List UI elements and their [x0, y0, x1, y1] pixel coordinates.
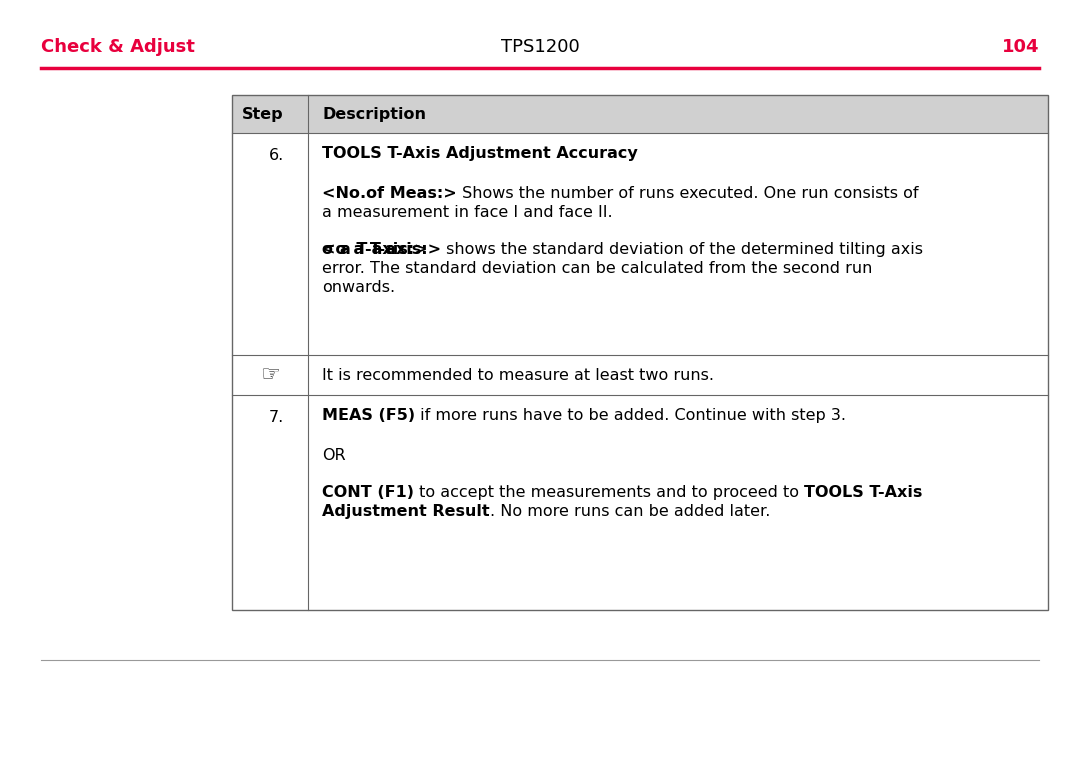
Text: It is recommended to measure at least two runs.: It is recommended to measure at least tw…	[322, 368, 714, 382]
Text: TPS1200: TPS1200	[501, 38, 579, 56]
Bar	[308, 355, 1048, 395]
Bar	[308, 95, 1048, 133]
Text: CONT (F1): CONT (F1)	[322, 485, 414, 500]
Text: Description: Description	[322, 106, 426, 122]
Text: <σ a T-axis:>: <σ a T-axis:>	[322, 242, 441, 257]
Text: 6.: 6.	[269, 148, 284, 163]
Bar	[232, 95, 308, 133]
Text: a measurement in face I and face II.: a measurement in face I and face II.	[322, 205, 612, 220]
Bar	[308, 395, 1048, 610]
Text: OR: OR	[322, 448, 346, 463]
Text: Check & Adjust: Check & Adjust	[41, 38, 194, 56]
Text: to accept the measurements and to proceed to: to accept the measurements and to procee…	[414, 485, 805, 500]
Text: error. The standard deviation can be calculated from the second run: error. The standard deviation can be cal…	[322, 261, 873, 276]
Text: ☞: ☞	[260, 365, 280, 385]
Text: shows the standard deviation of the determined tilting axis: shows the standard deviation of the dete…	[441, 242, 923, 257]
Text: σ a T-axis:>: σ a T-axis:>	[322, 242, 428, 257]
Text: Adjustment Result: Adjustment Result	[322, 504, 489, 519]
Bar	[232, 133, 308, 355]
Text: 104: 104	[1001, 38, 1039, 56]
Text: <No.of Meas:>: <No.of Meas:>	[322, 186, 457, 201]
Bar	[308, 133, 1048, 355]
Text: MEAS (F5): MEAS (F5)	[322, 408, 415, 423]
Bar	[232, 355, 308, 395]
Text: Shows the number of runs executed. One run consists of: Shows the number of runs executed. One r…	[457, 186, 918, 201]
Text: Step: Step	[242, 106, 284, 122]
Text: if more runs have to be added. Continue with step 3.: if more runs have to be added. Continue …	[415, 408, 846, 423]
Text: TOOLS T-Axis Adjustment Accuracy: TOOLS T-Axis Adjustment Accuracy	[322, 146, 638, 161]
Text: TOOLS T-Axis: TOOLS T-Axis	[805, 485, 922, 500]
Text: onwards.: onwards.	[322, 280, 395, 295]
Text: . No more runs can be added later.: . No more runs can be added later.	[489, 504, 770, 519]
Bar	[232, 95, 1048, 610]
Bar	[232, 395, 308, 610]
Text: 7.: 7.	[269, 410, 284, 425]
